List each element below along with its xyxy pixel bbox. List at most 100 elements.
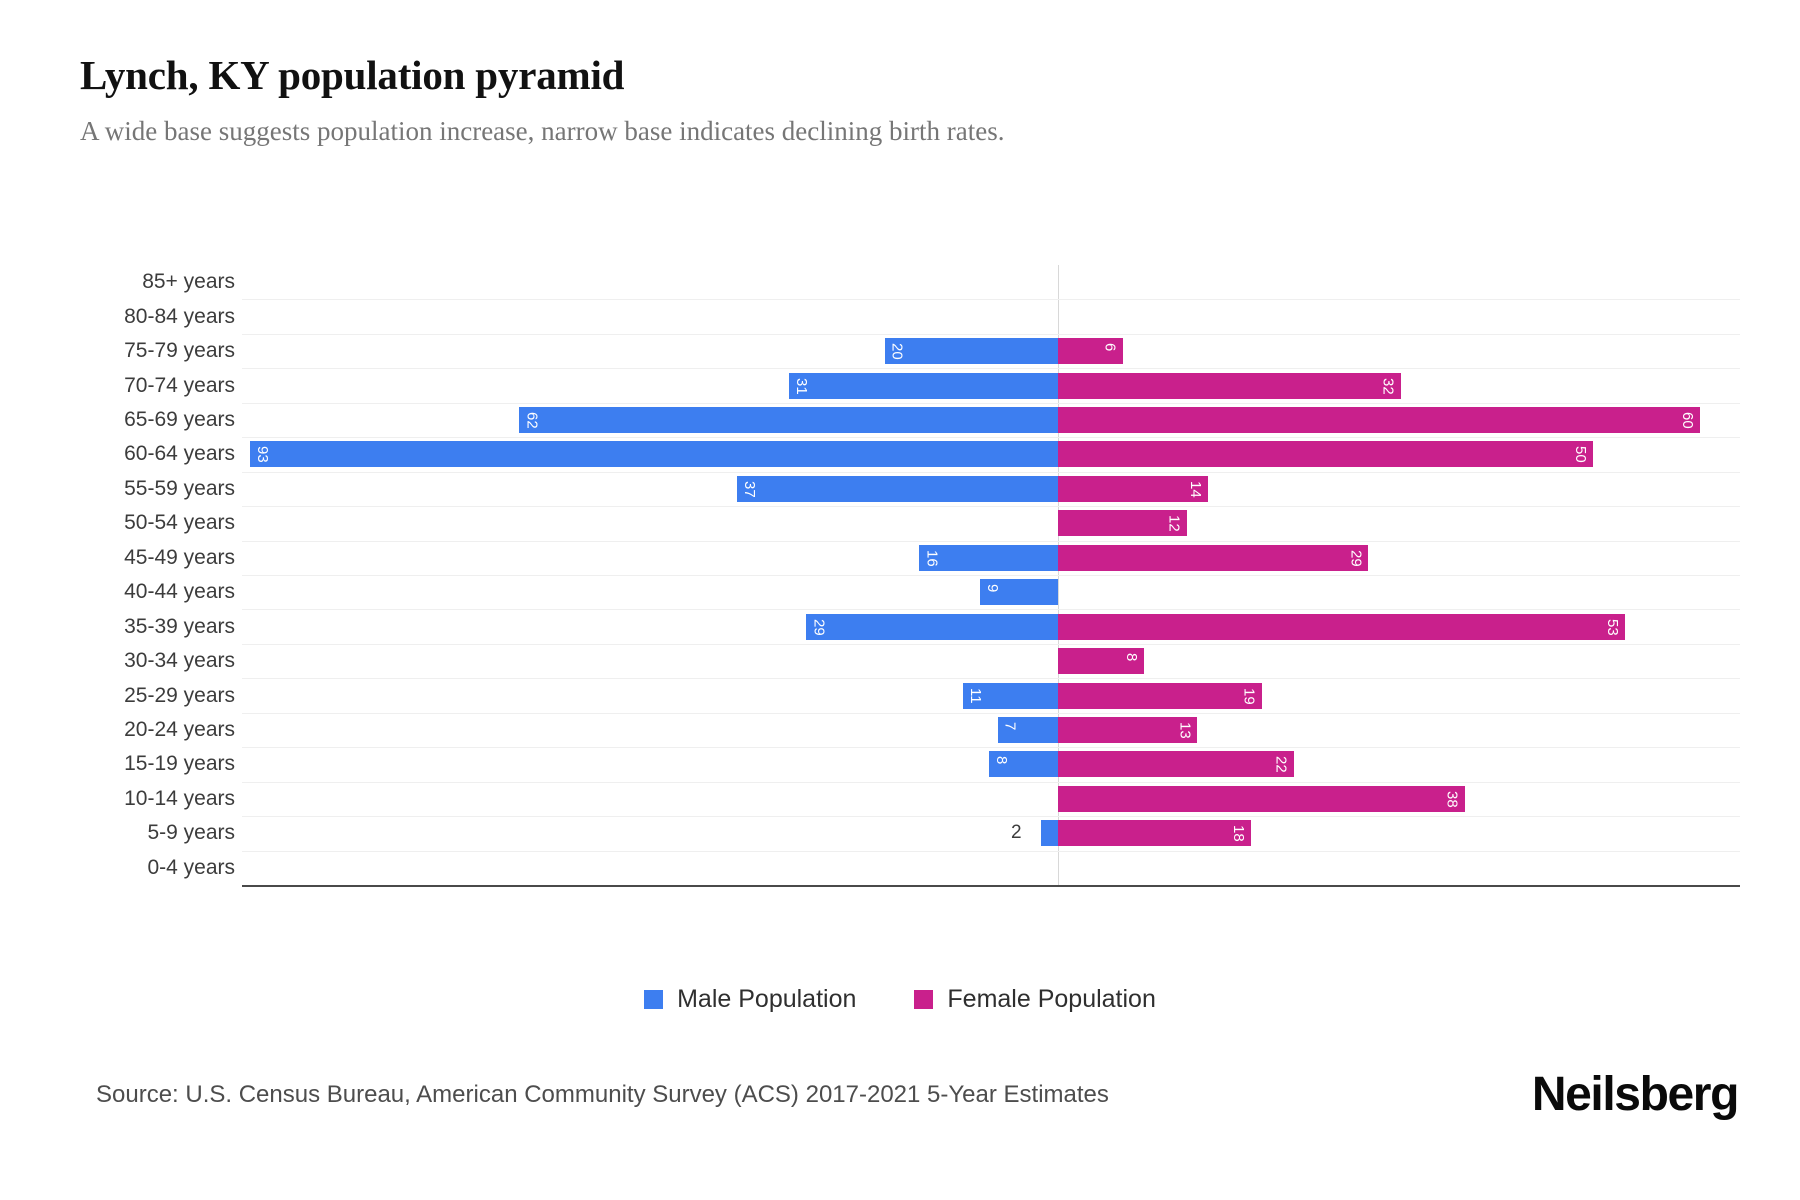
bar-value-label: 8 [1122, 653, 1140, 662]
bar-value-label: 29 [810, 618, 828, 636]
x-axis-baseline [242, 885, 1740, 887]
y-axis-label: 35-39 years [124, 614, 235, 638]
legend-label: Female Population [947, 985, 1156, 1013]
bar-female[interactable]: 12 [1058, 510, 1187, 537]
bar-female[interactable]: 53 [1058, 613, 1626, 640]
gridline [242, 299, 1740, 301]
gridline [242, 712, 1740, 714]
chart-row [242, 265, 1740, 299]
bar-value-label: 37 [740, 480, 758, 498]
legend-swatch-male [644, 990, 664, 1009]
chart-row: 2 18 [242, 816, 1740, 850]
bar-value-label: 29 [1347, 549, 1365, 567]
bar-female[interactable]: 14 [1058, 475, 1209, 502]
y-axis-label: 40-44 years [124, 580, 235, 604]
bar-female[interactable]: 22 [1058, 751, 1294, 778]
y-axis-label: 25-29 years [124, 683, 235, 707]
bar-value-label: 11 [966, 687, 984, 704]
chart-header: Lynch, KY population pyramid A wide base… [80, 52, 1720, 148]
chart-row: 37 14 [242, 472, 1740, 506]
y-axis-label: 15-19 years [124, 752, 235, 776]
bar-value-label: 14 [1187, 480, 1205, 498]
bar-female[interactable]: 13 [1058, 716, 1198, 743]
chart-row: 12 [242, 506, 1740, 540]
bar-value-label: 22 [1272, 756, 1290, 774]
bar-female[interactable]: 50 [1058, 441, 1593, 468]
bar-value-label: 8 [992, 756, 1010, 765]
bar-value-label: 18 [1229, 825, 1247, 843]
chart-row: 20 6 [242, 334, 1740, 368]
gridline [242, 678, 1740, 680]
y-axis-label: 20-24 years [124, 718, 235, 741]
gridline [242, 368, 1740, 370]
gridline [242, 747, 1740, 749]
legend-item[interactable]: Male Population [644, 985, 856, 1014]
gridline [242, 781, 1740, 783]
bar-male[interactable]: 7 [997, 716, 1059, 743]
bar-male[interactable]: 93 [250, 441, 1059, 468]
bar-value-label: 60 [1678, 411, 1696, 429]
bar-value-label: 32 [1379, 377, 1397, 395]
bar-male[interactable]: 37 [736, 475, 1059, 502]
bar-value-label: 7 [1001, 721, 1019, 731]
bar-value-label: 31 [792, 377, 810, 395]
gridline [242, 643, 1740, 645]
y-axis-label: 10-14 years [124, 786, 235, 810]
y-axis-label: 80-84 years [124, 304, 235, 328]
chart-row: 29 53 [242, 609, 1740, 643]
y-axis-label: 65-69 years [124, 408, 235, 431]
y-axis-label: 0-4 years [147, 855, 235, 879]
bar-female[interactable]: 18 [1058, 820, 1251, 847]
chart-row: 16 29 [242, 541, 1740, 575]
bar-female[interactable]: 8 [1058, 648, 1144, 675]
bar-value-label: 16 [923, 549, 941, 567]
page-title: Lynch, KY population pyramid [80, 52, 625, 98]
bar-female[interactable]: 19 [1058, 682, 1262, 709]
bar-value-label: 38 [1443, 790, 1461, 808]
bar-male[interactable]: 11 [962, 682, 1059, 709]
chart-row: 38 [242, 782, 1740, 816]
chart-row: 62 60 [242, 403, 1740, 437]
bar-female[interactable]: 29 [1058, 544, 1369, 571]
bar-female[interactable]: 32 [1058, 372, 1401, 399]
legend-item[interactable]: Female Population [914, 985, 1156, 1014]
bar-male[interactable]: 9 [980, 579, 1059, 606]
gridline [242, 816, 1740, 818]
legend-label: Male Population [677, 985, 857, 1013]
bar-value-label: 9 [984, 584, 1002, 593]
chart-grid: 20 6 31 32 62 60 93 50 37 14 12 16 29 9 29 53 8 11 19 7 13 8 2… [242, 265, 1740, 886]
bar-female[interactable]: 38 [1058, 785, 1465, 812]
bar-male[interactable]: 62 [519, 406, 1059, 433]
gridline [242, 437, 1740, 439]
bar-female[interactable]: 60 [1058, 406, 1700, 433]
brand-logo: Neilsberg [1531, 1068, 1740, 1121]
chart-row: 31 32 [242, 368, 1740, 402]
chart-row: 7 13 [242, 713, 1740, 747]
y-axis-label: 75-79 years [124, 339, 235, 363]
y-axis-label: 45-49 years [124, 545, 235, 569]
bar-male[interactable]: 20 [884, 338, 1059, 365]
bar-male[interactable]: 16 [919, 544, 1059, 571]
bar-male[interactable]: 8 [988, 751, 1059, 778]
y-axis-label: 30-34 years [124, 649, 235, 673]
bar-female[interactable]: 6 [1058, 338, 1123, 365]
chart-row: 9 [242, 575, 1740, 609]
y-axis-label: 55-59 years [124, 476, 235, 500]
y-axis-labels: 85+ years 80-84 years 75-79 years 70-74 yea… [80, 265, 235, 885]
gridline [242, 575, 1740, 576]
gridline [242, 402, 1740, 404]
gridline [242, 471, 1740, 473]
chart-subtitle: A wide base suggests population increase… [80, 116, 1005, 147]
bar-male[interactable]: 31 [788, 372, 1059, 399]
bar-value-label: 62 [523, 411, 541, 429]
bar-value-label: 2 [1011, 822, 1022, 844]
bar-male[interactable]: 29 [806, 613, 1059, 640]
chart-footer: Source: U.S. Census Bureau, American Com… [0, 1068, 1800, 1145]
chart-row: 11 19 [242, 678, 1740, 712]
chart-row: 8 22 [242, 747, 1740, 781]
chart-legend: Male Population Female Population [0, 985, 1800, 1014]
y-axis-label: 85+ years [142, 270, 235, 294]
gridline [242, 609, 1740, 611]
chart-row [242, 851, 1740, 885]
bar-male[interactable] [1041, 820, 1059, 847]
